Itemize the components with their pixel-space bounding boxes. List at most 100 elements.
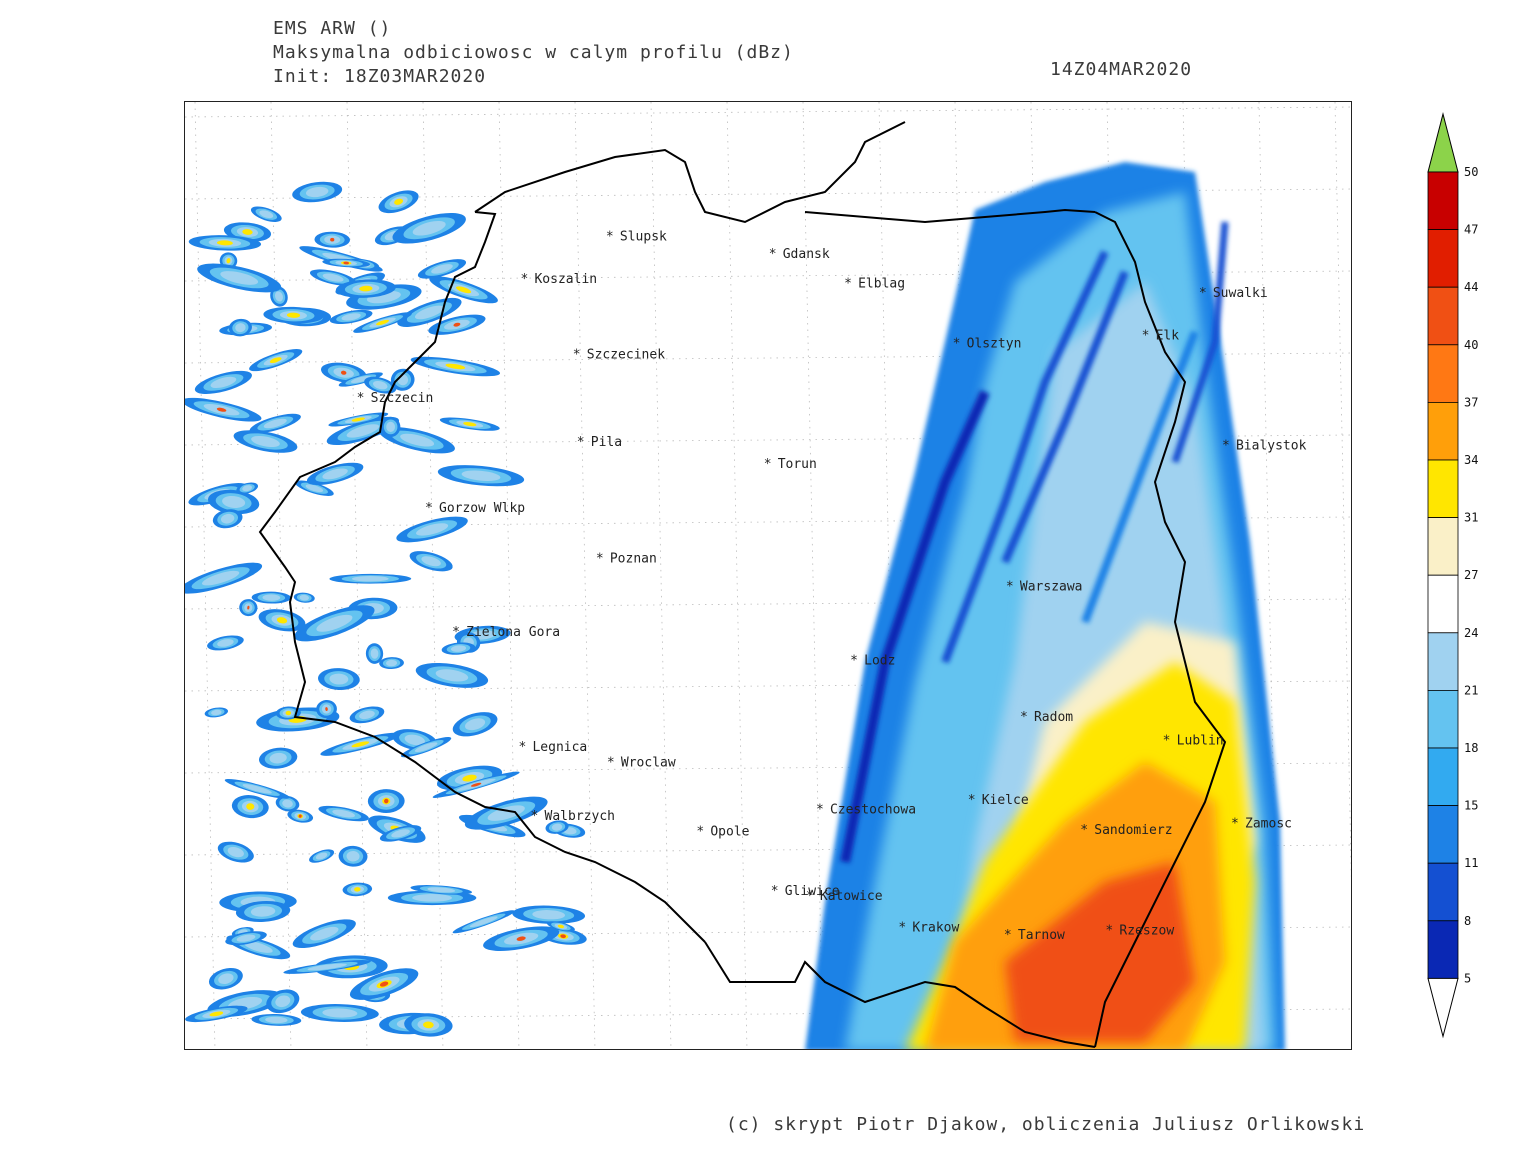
convective-cell xyxy=(328,412,389,427)
cell-contour xyxy=(310,926,339,941)
city-marker: * Tarnow xyxy=(1004,928,1065,943)
convective-cell xyxy=(292,181,343,203)
colorbar-tick-label: 21 xyxy=(1464,683,1478,697)
cell-contour xyxy=(415,523,449,536)
convective-cell xyxy=(283,960,371,974)
western-convective-cells xyxy=(185,181,587,1037)
colorbar-tick-label: 37 xyxy=(1464,395,1478,409)
cell-contour xyxy=(305,186,329,198)
convective-cell xyxy=(185,1005,248,1023)
precip-deep-orange-zone xyxy=(1005,862,1195,1042)
convective-cell xyxy=(338,845,368,867)
colorbar-tick-label: 47 xyxy=(1464,223,1478,237)
city-star-icon: * xyxy=(816,803,824,818)
colorbar: 50 47 44 40 37 34 31 27 24 21 18 15 11 8 5 xyxy=(1427,112,1478,1039)
convective-cell xyxy=(367,789,405,813)
convective-cell xyxy=(410,356,501,377)
city-marker: * Opole xyxy=(696,825,749,840)
cell-contour xyxy=(298,814,302,818)
cell-contour xyxy=(532,910,566,920)
city-label: Zamosc xyxy=(1245,817,1292,832)
cell-contour xyxy=(445,363,466,370)
cell-contour xyxy=(322,273,344,282)
colorbar-swatch xyxy=(1427,632,1459,691)
streak-4 xyxy=(1081,330,1199,624)
cell-contour xyxy=(226,258,231,264)
convective-cell xyxy=(258,747,298,769)
city-star-icon: * xyxy=(531,809,539,824)
reflectivity-map: * Slupsk * Gdansk * Elblag * Koszalin * Szczecine… xyxy=(184,101,1352,1050)
city-marker: * Gliwice xyxy=(771,884,840,899)
cell-contour xyxy=(262,594,281,601)
convective-cell xyxy=(365,643,384,664)
city-star-icon: * xyxy=(1199,286,1207,301)
cell-contour xyxy=(315,852,328,860)
colorbar-swatch xyxy=(1427,401,1459,461)
cell-contour xyxy=(322,1008,358,1018)
cell-contour xyxy=(265,1016,288,1024)
cell-contour xyxy=(220,513,235,524)
convective-cell xyxy=(256,707,340,732)
city-star-icon: * xyxy=(606,230,614,245)
convective-cell xyxy=(546,921,575,932)
city-label: Legnica xyxy=(532,740,587,755)
cell-contour xyxy=(307,963,347,971)
convective-cell xyxy=(287,809,314,823)
cell-contour xyxy=(351,417,365,422)
city-star-icon: * xyxy=(844,277,852,292)
city-marker: * Bialystok xyxy=(1222,438,1307,453)
streak-2 xyxy=(941,250,1109,664)
city-label: Pila xyxy=(591,435,622,450)
map-canvas: * Slupsk * Gdansk * Elblag * Koszalin * Szczecine… xyxy=(185,102,1351,1049)
cell-contour xyxy=(211,709,222,716)
city-star-icon: * xyxy=(573,347,581,362)
city-label: Elk xyxy=(1156,328,1180,343)
colorbar-tick-label: 11 xyxy=(1464,856,1478,870)
city-star-icon: * xyxy=(1004,928,1012,943)
city-label: Torun xyxy=(778,457,817,472)
convective-cell xyxy=(464,796,548,830)
convective-cell xyxy=(217,841,254,863)
convective-cell xyxy=(266,989,300,1014)
convective-cell xyxy=(439,417,500,431)
convective-cell xyxy=(275,795,300,812)
graticule-meridian xyxy=(574,102,596,1049)
coastline xyxy=(474,121,1096,224)
city-label: Tarnow xyxy=(1018,928,1065,943)
cell-contour xyxy=(421,556,441,567)
graticule-meridian xyxy=(650,102,672,1049)
colorbar-labels: 50 47 44 40 37 34 31 27 24 21 18 15 11 8 5 xyxy=(1464,165,1478,985)
cell-contour xyxy=(220,271,259,285)
city-marker: * Kielce xyxy=(968,793,1029,808)
colorbar-swatch xyxy=(1427,229,1459,288)
cell-contour xyxy=(372,380,388,390)
cell-contour xyxy=(216,240,233,246)
cell-contour xyxy=(359,285,373,292)
colorbar-swatch xyxy=(1427,286,1459,346)
cell-contour xyxy=(376,319,390,326)
convective-cell xyxy=(236,482,259,494)
graticule-meridian xyxy=(726,102,748,1049)
city-star-icon: * xyxy=(520,272,528,287)
city-marker: * Radom xyxy=(1020,710,1073,725)
convective-cell xyxy=(483,926,560,951)
cell-contour xyxy=(242,485,253,492)
cell-contour xyxy=(453,322,461,327)
cell-contour xyxy=(222,495,246,508)
city-star-icon: * xyxy=(1163,734,1171,749)
colorbar-tick-label: 31 xyxy=(1464,511,1478,525)
cell-contour xyxy=(516,936,526,941)
cell-contour xyxy=(469,916,498,928)
cell-contour xyxy=(282,799,293,808)
city-label: Warszawa xyxy=(1020,580,1083,595)
cell-contour xyxy=(209,1011,224,1017)
convective-cell xyxy=(204,707,229,718)
city-marker: * Zielona Gora xyxy=(452,625,560,640)
convective-cell xyxy=(231,795,269,819)
city-label: Wroclaw xyxy=(621,755,676,770)
city-star-icon: * xyxy=(577,435,585,450)
convective-cell xyxy=(545,820,569,834)
city-label: Rzeszow xyxy=(1119,923,1174,938)
city-star-icon: * xyxy=(764,457,772,472)
streak-5 xyxy=(1171,221,1229,464)
